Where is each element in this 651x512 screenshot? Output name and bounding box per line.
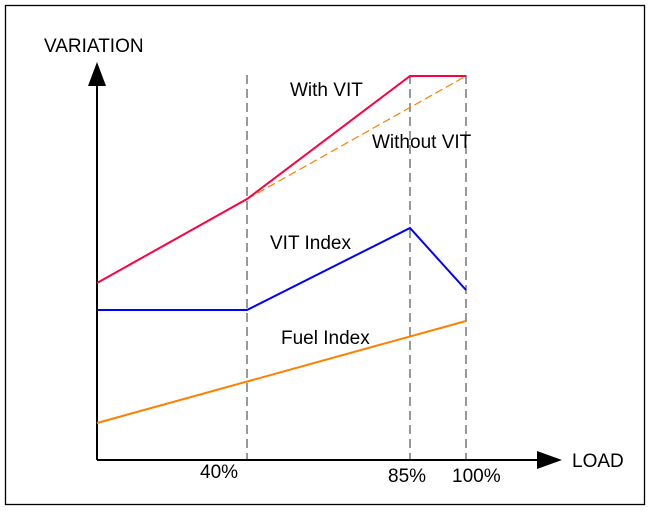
- y-axis-arrow-icon: [88, 62, 106, 86]
- x-axis-arrow-icon: [537, 451, 562, 469]
- label-with-vit: With VIT: [290, 80, 363, 101]
- x-tick-40: 40%: [200, 462, 238, 483]
- x-axis-label: LOAD: [572, 451, 624, 472]
- series-fuel-index: [96, 320, 467, 424]
- label-vit-index: VIT Index: [270, 233, 351, 254]
- series-without-vit: [246, 75, 467, 200]
- label-without-vit: Without VIT: [372, 132, 472, 153]
- series-with-vit: [96, 75, 466, 284]
- x-tick-85: 85%: [388, 466, 426, 487]
- y-axis-label: VARIATION: [44, 36, 144, 57]
- x-tick-100: 100%: [452, 466, 501, 487]
- diagram-frame: [4, 4, 646, 506]
- series-vit-index: [97, 226, 467, 311]
- label-fuel-index: Fuel Index: [281, 328, 370, 349]
